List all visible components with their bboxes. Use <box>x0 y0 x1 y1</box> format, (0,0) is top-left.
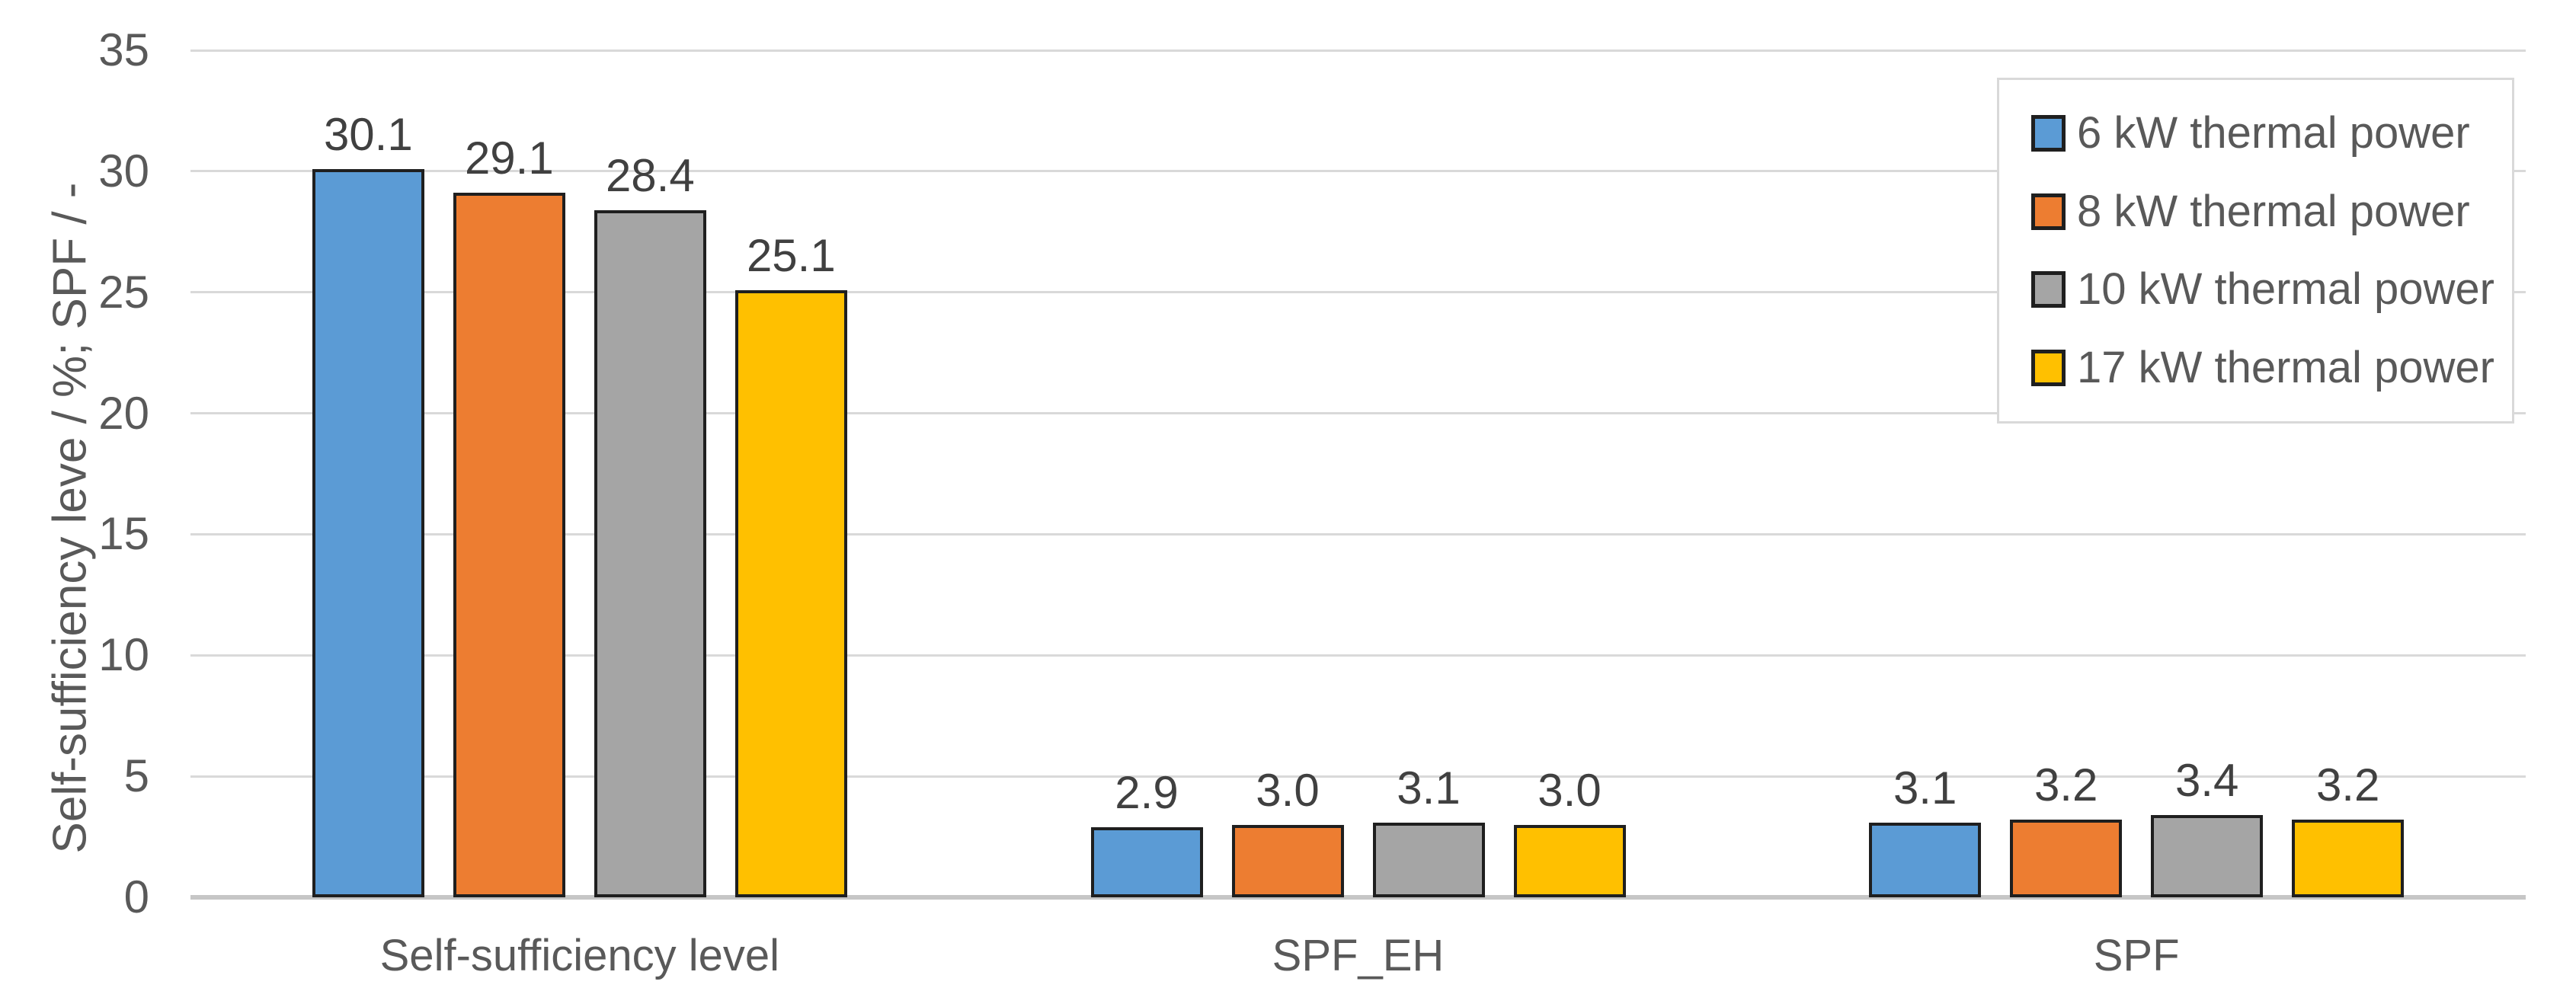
legend-label: 8 kW thermal power <box>2077 186 2470 236</box>
bar-value-label: 3.2 <box>2315 759 2380 811</box>
gridline <box>190 532 2526 535</box>
y-tick-label: 0 <box>123 871 149 922</box>
bar <box>734 289 847 897</box>
bar-value-label: 28.4 <box>605 149 695 201</box>
y-tick-label: 5 <box>123 750 149 802</box>
y-tick-label: 25 <box>98 266 149 318</box>
legend-item: 8 kW thermal power <box>2031 187 2512 237</box>
legend-label: 10 kW thermal power <box>2077 264 2494 315</box>
legend-swatch-icon <box>2031 350 2066 387</box>
legend-label: 17 kW thermal power <box>2077 343 2494 393</box>
bar-value-label: 3.1 <box>1397 762 1461 814</box>
bar <box>312 168 424 897</box>
bar <box>2292 820 2405 897</box>
bar <box>594 209 706 897</box>
bar <box>2010 820 2123 897</box>
gridline <box>190 49 2526 52</box>
bar <box>1869 822 1982 897</box>
gridline <box>190 291 2526 294</box>
y-tick-label: 30 <box>98 145 149 197</box>
legend-item: 10 kW thermal power <box>2031 264 2512 315</box>
bar <box>1090 826 1203 897</box>
legend-item: 6 kW thermal power <box>2031 108 2512 158</box>
y-tick-label: 35 <box>98 24 149 75</box>
y-tick-label: 10 <box>98 629 149 681</box>
legend-swatch-icon <box>2031 271 2066 308</box>
bar <box>1513 824 1626 897</box>
legend-swatch-icon <box>2031 193 2066 230</box>
gridline <box>190 654 2526 657</box>
gridline <box>190 775 2526 778</box>
y-tick-label: 15 <box>98 508 149 560</box>
bar-value-label: 30.1 <box>323 108 413 160</box>
x-category-label: SPF <box>2093 931 2180 980</box>
bar-value-label: 3.0 <box>1256 764 1320 816</box>
bar-value-label: 25.1 <box>746 229 836 281</box>
legend-label: 6 kW thermal power <box>2077 107 2470 158</box>
bar-value-label: 3.2 <box>2034 759 2098 811</box>
legend-swatch-icon <box>2031 114 2066 152</box>
x-axis-baseline <box>190 895 2526 900</box>
y-tick-label: 20 <box>98 387 149 439</box>
bar-value-label: 3.4 <box>2174 754 2239 806</box>
bar-value-label: 2.9 <box>1115 766 1179 818</box>
bar-value-label: 3.0 <box>1538 764 1602 816</box>
gridline <box>190 412 2526 415</box>
bar <box>453 193 565 897</box>
x-category-label: SPF_EH <box>1272 931 1445 980</box>
bar-value-label: 3.1 <box>1893 762 1957 814</box>
gridline <box>190 170 2526 173</box>
bar <box>1372 822 1485 897</box>
x-category-label: Self-sufficiency level <box>379 931 780 980</box>
bar <box>1231 824 1344 897</box>
legend: 6 kW thermal power 8 kW thermal power 10 k… <box>1997 78 2514 424</box>
bar-value-label: 29.1 <box>464 133 554 184</box>
bar <box>2151 814 2264 897</box>
legend-item: 17 kW thermal power <box>2031 343 2512 393</box>
